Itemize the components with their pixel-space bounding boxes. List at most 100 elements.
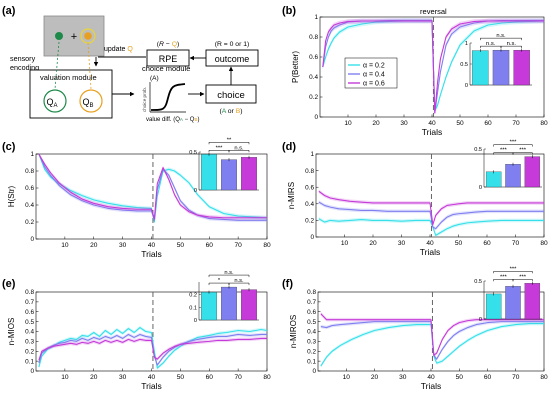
inset-bar-chart: 00.5********* [474,266,542,323]
rpe-label: RPE [159,54,178,64]
x-tick-label: 60 [483,240,491,247]
significance-bracket: *** [512,148,533,155]
sensory-encoding-box [43,15,105,57]
x-tick-label: 80 [540,120,548,127]
significance-label: *** [510,140,518,146]
y-tick-label: 0.8 [25,289,34,296]
series-band [38,154,267,224]
y-tick-label: 0 [314,114,318,121]
x-tick-label: 20 [372,120,380,127]
x-tick-label: 40 [428,120,436,127]
significance-label: *** [519,148,527,154]
x-tick-label: 70 [512,120,520,127]
series-2 [320,311,544,357]
outcome-label: outcome [215,54,250,64]
panel-a-schematic: (a) + sensory encoding update Q valuatio… [2,5,259,123]
bracket-line [228,150,250,153]
x-tick-label: 40 [426,240,434,247]
inset-bar [221,286,237,321]
inset-y-tick-label: 0 [194,188,197,194]
significance-bracket: *** [493,266,533,274]
x-tick-label: 30 [398,240,406,247]
x-tick-label: 50 [455,240,463,247]
y-axis-label: H(Str) [7,186,16,208]
panel-d-label: (d) [282,141,296,153]
significance-bracket: ** [208,137,250,145]
y-tick-label: 0.2 [25,348,34,355]
x-tick-label: 10 [61,374,69,381]
significance-bracket: * [208,278,230,286]
qb-circle [79,89,103,113]
series-band [318,216,544,237]
x-tick-label: 40 [148,242,156,249]
y-tick-label: 0.2 [25,219,34,226]
y-tick-label: 0.5 [307,319,316,326]
significance-label: n.s. [224,270,234,276]
y-axis-label: n-MIRS [287,182,296,209]
series-line [38,327,268,369]
significance-label: ** [227,137,232,143]
legend-entry: α = 0.4 [363,72,385,79]
y-tick-label: 0.1 [25,358,34,365]
inset-bar-chart: 0 0.5 *** n.s. ** [189,137,259,194]
inset-y-tick-label: 0.5 [189,150,197,156]
inset-bar [201,154,217,191]
rpe-formula: (R − Q) [157,41,180,48]
x-tick-label: 40 [148,374,156,381]
x-axis-label: Trials [141,249,161,259]
x-tick-label: 80 [540,374,548,381]
y-tick-label: 0.4 [25,329,34,336]
series-band [38,332,267,367]
inset-bar [492,49,510,86]
series-line [38,153,267,220]
inset-bar [505,286,521,320]
y-tick-label: 0.2 [305,218,314,225]
panel-e: (e) 0 0.1 0.2 0.3 0.4 0.5 0.6 0.7 0.8 10 20 30 40 50 60… [2,270,271,391]
y-tick-label: 0.8 [307,289,316,296]
bracket-line [208,274,250,278]
y-tick-label: 0.2 [309,94,318,101]
y-tick-label: 0.4 [25,202,34,209]
significance-label: *** [216,145,224,151]
x-tick-label: 80 [540,240,548,247]
bracket-line [500,45,522,49]
series-1 [38,332,267,367]
series-line [322,20,544,114]
y-tick-label: 0.6 [25,309,34,316]
significance-label: * [218,278,221,284]
y-axis-label: P(Better) [291,51,300,83]
significance-bracket: n.s. [500,41,522,49]
inset-bar [485,293,502,320]
x-tick-label: 60 [484,120,492,127]
outcome-formula: (R = 0 or 1) [215,41,250,48]
inset-bar [513,49,530,86]
bracket-line [228,282,250,286]
choice-options-label: (A or B) [219,108,242,115]
series-line [320,321,544,360]
legend: α = 0.2 α = 0.4 α = 0.6 [344,57,398,89]
legend-entry: α = 0.2 [363,63,385,70]
reversal-label: reversal [420,7,447,16]
qa-label: QA [46,97,57,109]
series-1 [320,319,544,361]
y-tick-label: 0.4 [309,74,318,81]
y-tick-label: 1 [30,151,34,158]
value-diff-label: value diff. (QA − QB) [146,117,199,123]
panel-d: (d) 0 0.2 0.4 0.6 0.8 1 10 20 30 40 50 60 70 80 Trials n… [282,140,548,257]
significance-label: n.s. [496,33,506,39]
series-line [318,218,544,236]
significance-bracket: n.s. [228,145,250,153]
y-tick-label: 0.6 [305,184,314,191]
y-tick-label: 0 [312,368,316,375]
x-tick-label: 70 [512,240,520,247]
inset-bar [241,157,257,191]
bracket-line [493,271,533,274]
y-tick-label: 0 [30,368,34,375]
y-tick-label: 0.8 [305,168,314,175]
series-line [318,190,544,226]
bracket-line [208,142,250,145]
inset-bar-chart: 00.10.2* n.s.n.s. [189,270,259,324]
significance-label: n.s. [486,41,496,47]
